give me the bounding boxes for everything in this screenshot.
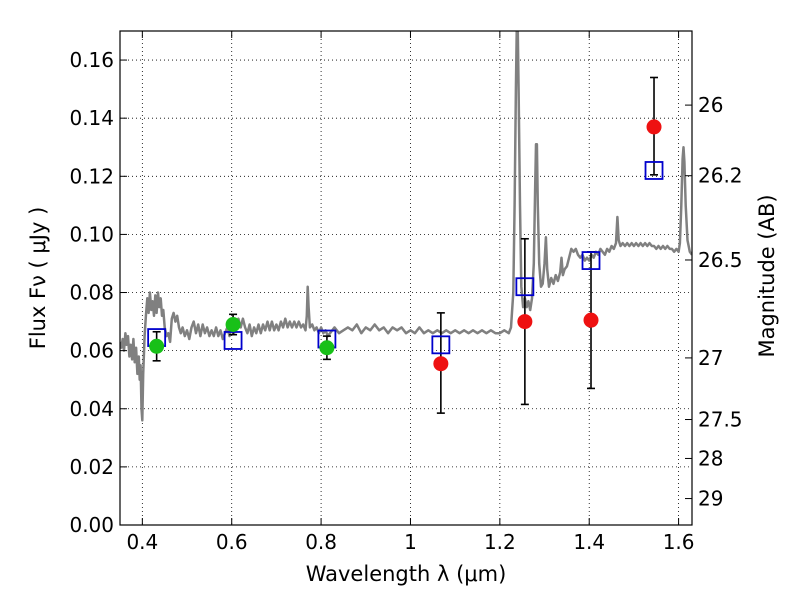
right-tick-label: 27 xyxy=(698,346,723,370)
right-tick-label: 28 xyxy=(698,446,723,470)
model-square xyxy=(644,161,664,180)
right-tick-label: 29 xyxy=(698,487,723,511)
photometry-point-layer xyxy=(149,119,662,372)
model-square xyxy=(515,277,535,297)
right-tick-label: 26.5 xyxy=(698,248,743,272)
photometry-point xyxy=(319,340,335,356)
x-tick-label: 1.6 xyxy=(663,530,695,554)
tick-label-layer: 0.4 0.6 0.8 1 1.2 1.4 1.6 0.00 0.02 0.04 0.06 0.08 0… xyxy=(69,48,742,554)
right-tick-label: 26.2 xyxy=(698,164,743,188)
plot-frame xyxy=(119,30,693,526)
right-tick-label: 26 xyxy=(698,93,723,117)
photometry-point xyxy=(433,356,449,372)
photometry-point xyxy=(225,316,241,332)
spectrum-layer xyxy=(120,31,692,422)
photometry-point xyxy=(646,119,662,135)
y-tick-label: 0.16 xyxy=(69,48,114,72)
y-tick-label: 0.02 xyxy=(69,455,114,479)
model-square xyxy=(431,335,451,355)
x-tick-label: 0.4 xyxy=(126,530,158,554)
y-tick-label: 0.14 xyxy=(69,106,114,130)
x-tick-label: 1.2 xyxy=(484,530,516,554)
grid xyxy=(120,31,692,526)
y-tick-label: 0.06 xyxy=(69,339,114,363)
x-axis-title: Wavelength λ (μm) xyxy=(306,562,507,586)
errorbar-layer xyxy=(152,76,659,414)
y-axis-title: Flux Fν ( μJy ) xyxy=(26,207,50,350)
spectrum-line xyxy=(120,31,692,422)
x-tick-label: 1.4 xyxy=(573,530,605,554)
y-tick-label: 0.12 xyxy=(69,164,114,188)
x-tick-label: 1 xyxy=(404,530,417,554)
right-axis-title: Magnitude (AB) xyxy=(755,194,779,357)
model-square xyxy=(581,251,601,270)
photometry-point xyxy=(149,338,165,354)
x-tick-label: 0.8 xyxy=(305,530,337,554)
photometry-point xyxy=(583,312,599,328)
photometry-point xyxy=(517,314,533,330)
x-tick-label: 0.6 xyxy=(216,530,248,554)
tick-layer xyxy=(120,31,692,526)
y-tick-label: 0.04 xyxy=(69,397,114,421)
y-tick-label: 0.08 xyxy=(69,281,114,305)
y-tick-label: 0.00 xyxy=(69,513,114,537)
right-tick-label: 27.5 xyxy=(698,408,743,432)
y-tick-label: 0.10 xyxy=(69,222,114,246)
